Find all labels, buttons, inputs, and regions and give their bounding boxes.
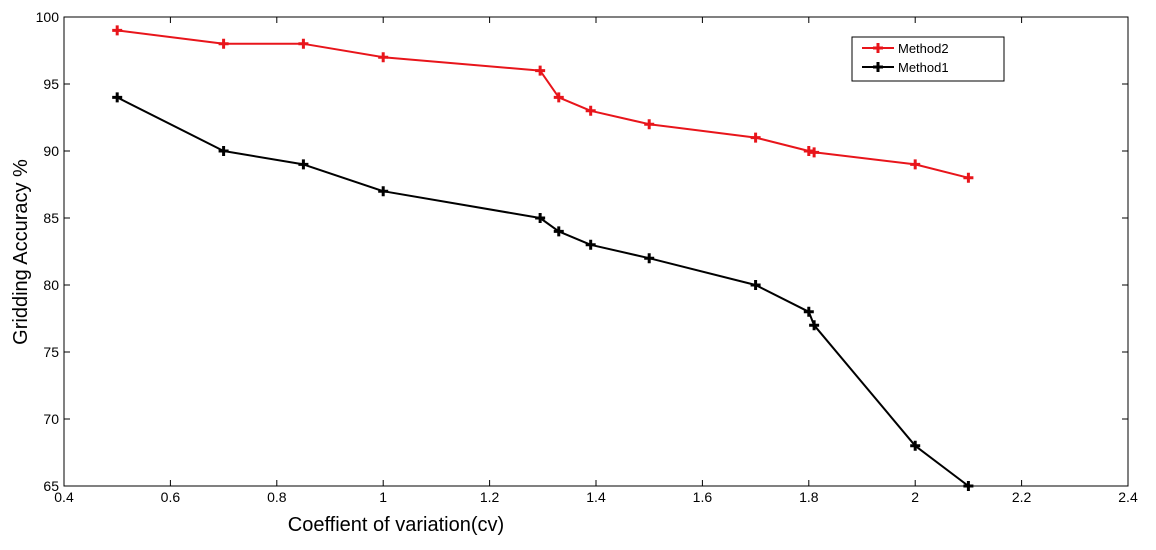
data-point-method1 (644, 253, 655, 264)
legend: Method2 Method1 (851, 36, 1005, 82)
data-point-method2 (809, 147, 820, 158)
y-axis-title: Gridding Accuracy % (10, 159, 32, 345)
x-tick-label: 2 (911, 489, 919, 505)
data-point-method2 (910, 159, 921, 170)
x-axis-title: Coeffient of variation(cv) (288, 514, 504, 536)
data-point-method1 (809, 320, 820, 331)
x-tick-label: 1.4 (586, 489, 606, 505)
data-point-method1 (553, 226, 564, 237)
y-tick-label: 85 (43, 210, 59, 226)
data-point-method1 (963, 481, 974, 491)
data-point-method2 (553, 92, 564, 103)
plot-area (63, 16, 1129, 487)
legend-label-method1: Method1 (898, 60, 949, 75)
data-point-method2 (750, 132, 761, 143)
data-point-method1 (218, 146, 229, 156)
y-tick-label: 70 (43, 411, 59, 427)
data-point-method1 (910, 440, 921, 451)
y-tick-label: 65 (43, 478, 59, 494)
x-tick-label: 1.6 (693, 489, 713, 505)
data-point-method2 (585, 105, 596, 116)
data-point-method2 (298, 38, 309, 49)
data-point-method1 (535, 213, 546, 223)
data-point-method1 (112, 92, 123, 103)
y-tick-label: 100 (36, 9, 60, 25)
y-tick-label: 75 (43, 344, 59, 360)
data-point-method1 (298, 159, 309, 170)
legend-marker-method1 (873, 62, 883, 72)
x-tick-label: 2.4 (1118, 489, 1138, 505)
y-tick-label: 90 (43, 143, 59, 159)
x-tick-label: 2.2 (1012, 489, 1032, 505)
x-tick-label: 0.6 (161, 489, 181, 505)
data-point-method1 (378, 186, 389, 197)
data-point-method2 (378, 52, 389, 63)
y-tick-label: 95 (43, 76, 59, 92)
data-point-method1 (585, 239, 596, 250)
data-point-method2 (112, 25, 123, 36)
x-tick-label: 1.2 (480, 489, 500, 505)
data-point-method2 (535, 65, 546, 76)
series-layer (112, 25, 974, 491)
data-point-method1 (750, 280, 761, 290)
x-tick-label: 1.8 (799, 489, 819, 505)
legend-marker-method2 (873, 43, 883, 53)
data-point-method2 (644, 119, 655, 130)
y-tick-label: 80 (43, 277, 59, 293)
data-point-method2 (218, 38, 229, 49)
legend-label-method2: Method2 (898, 41, 949, 56)
axis-ticks: 0.4 0.6 0.8 1 1.2 1.4 1.6 1.8 2 2.2 2.4 65 70 75 80 85 9… (36, 9, 1138, 505)
x-tick-label: 0.4 (54, 489, 74, 505)
data-point-method2 (963, 172, 974, 183)
data-point-method1 (803, 306, 814, 317)
x-tick-label: 1 (379, 489, 387, 505)
x-tick-label: 0.8 (267, 489, 287, 505)
